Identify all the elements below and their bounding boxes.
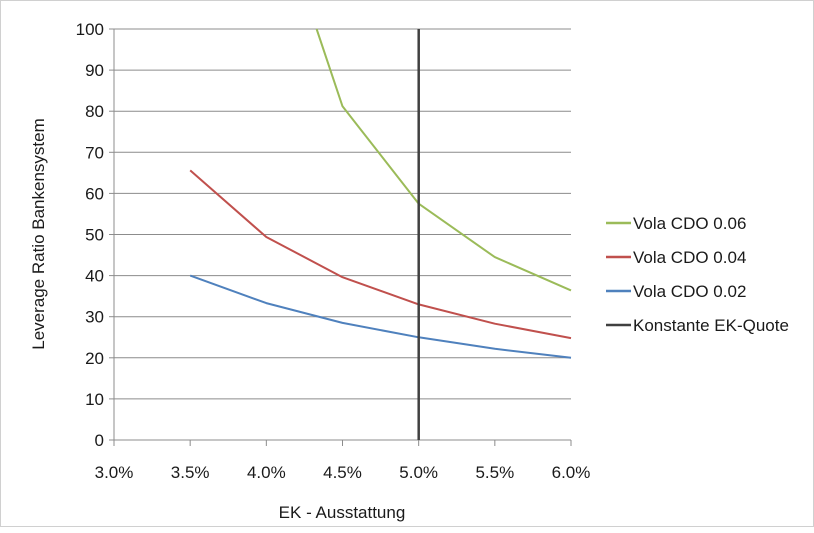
x-tick-label: 6.0% [552, 463, 591, 482]
legend-label: Vola CDO 0.04 [633, 248, 746, 267]
y-tick-label: 90 [85, 61, 104, 80]
legend-label: Vola CDO 0.06 [633, 214, 746, 233]
x-tick-label: 3.5% [171, 463, 210, 482]
y-tick-label: 70 [85, 143, 104, 162]
series-lines [189, 28, 572, 440]
y-tick-label: 30 [85, 308, 104, 327]
x-tick-label: 3.0% [95, 463, 134, 482]
tick-labels: 0 10 20 30 40 50 60 70 80 90 100 3.0% 3.5% 4.0% 4.5% 5.… [76, 20, 591, 482]
series-line-1 [315, 28, 572, 292]
series-line-2 [189, 169, 572, 340]
x-tick-label: 4.5% [323, 463, 362, 482]
y-axis-title: Leverage Ratio Bankensystem [29, 118, 48, 350]
y-tick-label: 80 [85, 102, 104, 121]
legend: Vola CDO 0.06 Vola CDO 0.04 Vola CDO 0.02 K… [606, 214, 789, 335]
y-tick-label: 50 [85, 226, 104, 245]
gridlines [114, 28, 571, 400]
y-tick-label: 20 [85, 349, 104, 368]
y-tick-label: 0 [95, 431, 104, 450]
y-tick-label: 10 [85, 390, 104, 409]
x-tick-label: 5.5% [475, 463, 514, 482]
legend-label: Konstante EK-Quote [633, 316, 789, 335]
y-tick-label: 40 [85, 267, 104, 286]
y-tick-label: 60 [85, 184, 104, 203]
axes [109, 28, 572, 446]
x-tick-label: 4.0% [247, 463, 286, 482]
x-axis-title: EK - Ausstattung [279, 503, 406, 522]
y-tick-label: 100 [76, 20, 104, 39]
x-tick-label: 5.0% [399, 463, 438, 482]
legend-label: Vola CDO 0.02 [633, 282, 746, 301]
series-line-3 [189, 274, 572, 359]
